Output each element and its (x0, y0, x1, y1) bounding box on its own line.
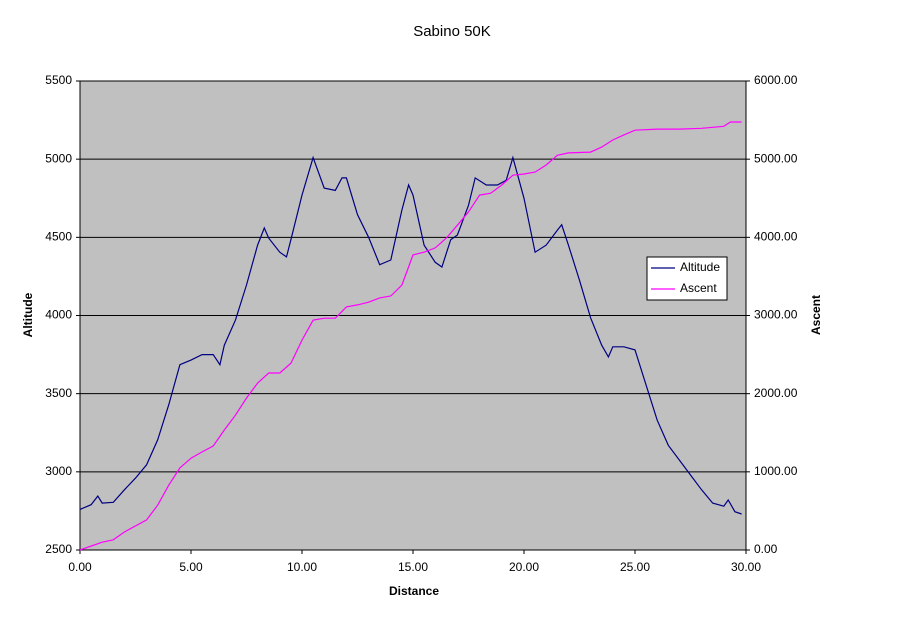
y-tick-label: 5000 (45, 151, 72, 165)
y2-tick-label: 2000.00 (754, 386, 798, 400)
y-axis-label: Altitude (21, 292, 35, 337)
x-tick-label: 5.00 (179, 560, 203, 574)
data-line (79, 121, 742, 551)
y-tick-label: 4000 (45, 308, 72, 322)
y2-tick-label: 6000.00 (754, 73, 798, 87)
y2-tick-label: 1000.00 (754, 464, 798, 478)
x-axis-label: Distance (389, 584, 439, 598)
y2-tick-label: 0.00 (754, 542, 778, 556)
y-tick-label: 5500 (45, 73, 72, 87)
y2-axis-label: Ascent (809, 295, 823, 335)
legend-box (646, 256, 728, 301)
y2-tick-label: 4000.00 (754, 230, 798, 244)
y-tick-label: 4500 (45, 230, 72, 244)
x-tick-label: 25.00 (620, 560, 650, 574)
y-tick-label: 3500 (45, 386, 72, 400)
x-tick-label: 10.00 (287, 560, 317, 574)
y-tick-label: 3000 (45, 464, 72, 478)
x-tick-label: 15.00 (398, 560, 428, 574)
chart-title: Sabino 50K (413, 23, 491, 40)
legend-label: Ascent (680, 281, 717, 295)
y-tick-label: 2500 (45, 542, 72, 556)
y2-tick-label: 3000.00 (754, 308, 798, 322)
legend-label: Altitude (680, 260, 720, 274)
data-line (79, 155, 742, 515)
x-tick-label: 20.00 (509, 560, 539, 574)
x-tick-label: 0.00 (68, 560, 92, 574)
x-tick-label: 30.00 (731, 560, 761, 574)
y2-tick-label: 5000.00 (754, 151, 798, 165)
